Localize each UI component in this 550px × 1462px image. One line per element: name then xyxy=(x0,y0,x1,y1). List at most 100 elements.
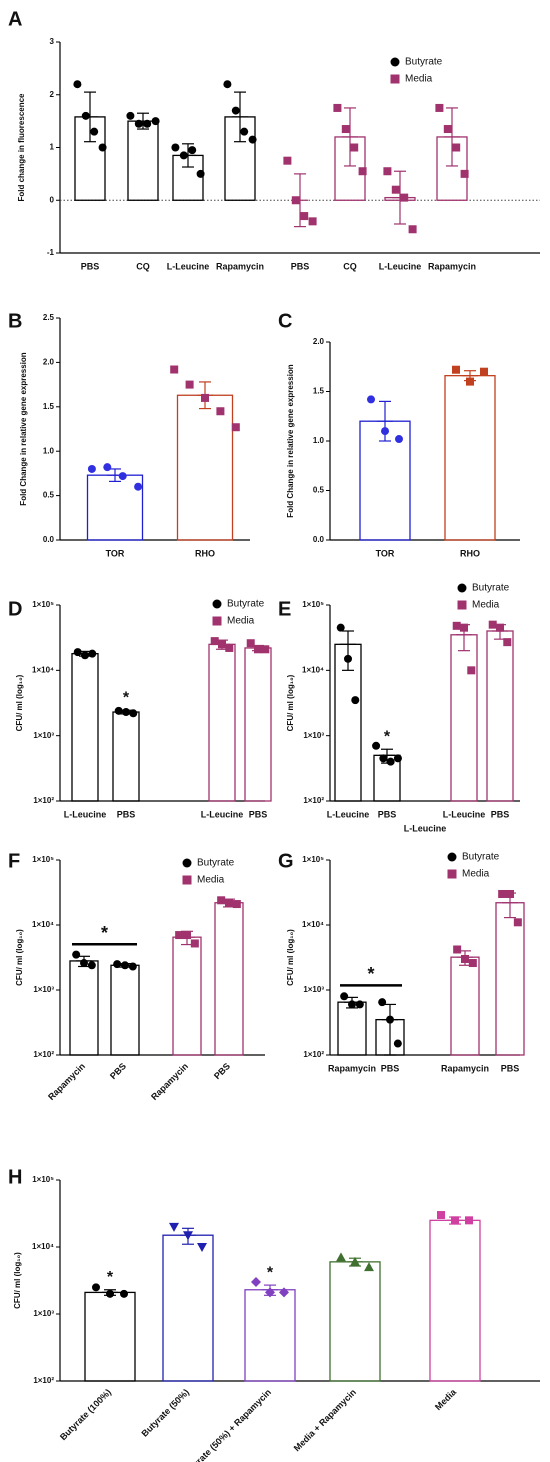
x-tick-label: Rapamycin xyxy=(46,1061,87,1102)
y-axis-label: CFU/ ml (log₁₀) xyxy=(15,674,24,731)
y-tick-label: 1.0 xyxy=(43,446,55,455)
data-point xyxy=(300,212,309,221)
y-tick-label: 1×10³ xyxy=(33,985,54,994)
x-tick-label: PBS xyxy=(108,1061,128,1081)
x-tick-label: TOR xyxy=(376,548,395,558)
bar xyxy=(84,1291,136,1382)
data-point xyxy=(126,111,135,120)
x-tick-label: Rapamycin xyxy=(441,1063,489,1073)
data-point xyxy=(308,217,317,226)
data-point xyxy=(437,1211,445,1220)
y-axis-label: Fold Change in relative gene expression xyxy=(286,364,295,517)
x-tick-label: RHO xyxy=(195,548,215,558)
data-point xyxy=(129,709,138,718)
data-point xyxy=(393,1039,402,1048)
y-tick-label: 0.0 xyxy=(313,535,325,544)
panel-letter: G xyxy=(278,850,294,872)
x-tick-label: Rapamycin xyxy=(149,1061,190,1102)
bar xyxy=(112,711,140,802)
data-point xyxy=(216,407,225,416)
bar xyxy=(444,375,496,541)
data-point xyxy=(513,918,522,927)
legend-label: Media xyxy=(462,869,490,880)
y-tick-label: 0.5 xyxy=(43,491,55,500)
data-point xyxy=(201,393,209,402)
y-tick-label: 1×10³ xyxy=(303,731,324,740)
data-point xyxy=(171,143,180,152)
data-point xyxy=(348,1000,356,1009)
legend-label: Butyrate xyxy=(405,57,443,68)
data-point xyxy=(134,119,143,128)
bar xyxy=(337,1001,367,1056)
data-point xyxy=(114,706,123,715)
data-point xyxy=(210,637,219,646)
bar xyxy=(214,902,244,1056)
panel-letter: B xyxy=(8,310,22,332)
y-tick-label: 1×10² xyxy=(303,796,324,805)
y-axis-label: Fold Change in relative gene expression xyxy=(19,352,28,505)
data-point xyxy=(121,961,129,970)
data-point xyxy=(498,889,507,898)
data-point xyxy=(212,616,222,626)
legend-label: Media xyxy=(227,616,255,627)
x-tick-label: Rapamycin xyxy=(216,261,264,271)
y-tick-label: 1.5 xyxy=(313,387,325,396)
y-tick-label: -1 xyxy=(47,248,55,257)
y-tick-label: 2.0 xyxy=(43,358,55,367)
bar xyxy=(69,960,99,1056)
data-point xyxy=(265,1287,275,1298)
data-point xyxy=(443,125,452,134)
data-point xyxy=(90,127,99,136)
data-point xyxy=(185,380,194,389)
y-tick-label: 1×10⁴ xyxy=(302,920,324,929)
x-tick-label: L-Leucine xyxy=(327,809,370,819)
panel-letter: F xyxy=(8,850,20,872)
data-point xyxy=(395,435,403,444)
legend-label: Butyrate xyxy=(227,599,265,610)
data-point xyxy=(386,1015,394,1024)
x-tick-label: Butyrate (50%) + Rapamycin xyxy=(180,1387,273,1462)
data-point xyxy=(391,185,400,194)
y-tick-label: 1×10² xyxy=(33,1376,54,1385)
data-point xyxy=(183,1231,193,1241)
y-tick-label: 1×10³ xyxy=(33,731,54,740)
x-tick-label: L-Leucine xyxy=(379,261,422,271)
data-point xyxy=(81,651,89,660)
data-point xyxy=(341,125,350,134)
data-point xyxy=(451,1216,459,1225)
x-tick-label: RHO xyxy=(460,548,480,558)
x-tick-label: L-Leucine xyxy=(167,261,210,271)
panel-letter: H xyxy=(8,1166,22,1188)
bar xyxy=(450,634,478,802)
x-tick-label: Media + Rapamycin xyxy=(292,1387,358,1453)
x-tick-label: L-Leucine xyxy=(443,809,486,819)
y-tick-label: 1×10⁵ xyxy=(32,1175,54,1184)
legend-label: Butyrate xyxy=(472,583,510,594)
data-point xyxy=(169,1222,179,1232)
x-tick-label: TOR xyxy=(106,548,125,558)
data-point xyxy=(231,106,240,115)
data-point xyxy=(390,74,400,84)
legend-label: Media xyxy=(472,600,500,611)
significance-label: * xyxy=(101,923,108,943)
y-axis-label: CFU/ ml (log₁₀) xyxy=(286,929,295,986)
y-tick-label: 1×10² xyxy=(33,796,54,805)
y-tick-label: 1×10⁴ xyxy=(32,665,54,674)
y-axis-label: CFU/ ml (log₁₀) xyxy=(15,929,24,986)
data-point xyxy=(72,950,81,959)
data-point xyxy=(393,754,402,763)
data-point xyxy=(231,423,240,432)
y-tick-label: 0.0 xyxy=(43,535,55,544)
data-point xyxy=(447,852,457,862)
x-tick-label: PBS xyxy=(117,809,136,819)
bar xyxy=(486,630,514,802)
legend-label: Media xyxy=(197,875,225,886)
y-tick-label: 3 xyxy=(50,37,55,46)
x-tick-label: PBS xyxy=(378,809,397,819)
data-point xyxy=(254,645,262,654)
x-tick-label: Butyrate (50%) xyxy=(139,1387,191,1439)
data-point xyxy=(134,482,143,491)
data-point xyxy=(223,80,232,89)
data-point xyxy=(468,959,477,968)
data-point xyxy=(246,639,255,648)
